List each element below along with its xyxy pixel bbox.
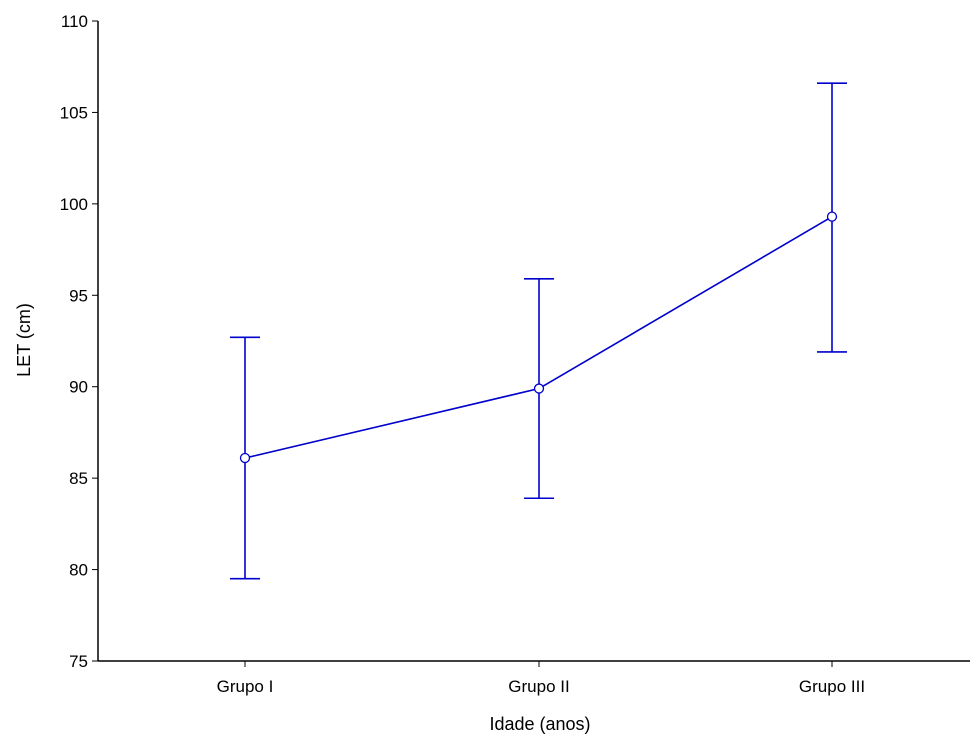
y-tick-label: 85: [69, 469, 88, 488]
y-tick-label: 90: [69, 378, 88, 397]
y-tick-label: 110: [61, 12, 88, 31]
x-tick-label: Grupo II: [508, 677, 569, 696]
y-tick-label: 100: [60, 195, 88, 214]
data-point: [533, 383, 545, 394]
y-tick-label: 105: [60, 103, 88, 122]
data-point: [239, 452, 251, 464]
y-axis-title: LET (cm): [14, 303, 34, 377]
data-point: [826, 211, 838, 222]
x-tick-label: Grupo III: [799, 677, 865, 696]
y-tick-label: 95: [69, 286, 88, 305]
plot-area: 75 80 85 90 95 100 105 110 Grupo I Grupo II Grupo …: [60, 12, 970, 696]
x-axis-title: Idade (anos): [489, 714, 590, 734]
x-tick-label: Grupo I: [217, 677, 274, 696]
y-tick-label: 80: [69, 561, 88, 580]
y-tick-label: 75: [69, 652, 88, 671]
